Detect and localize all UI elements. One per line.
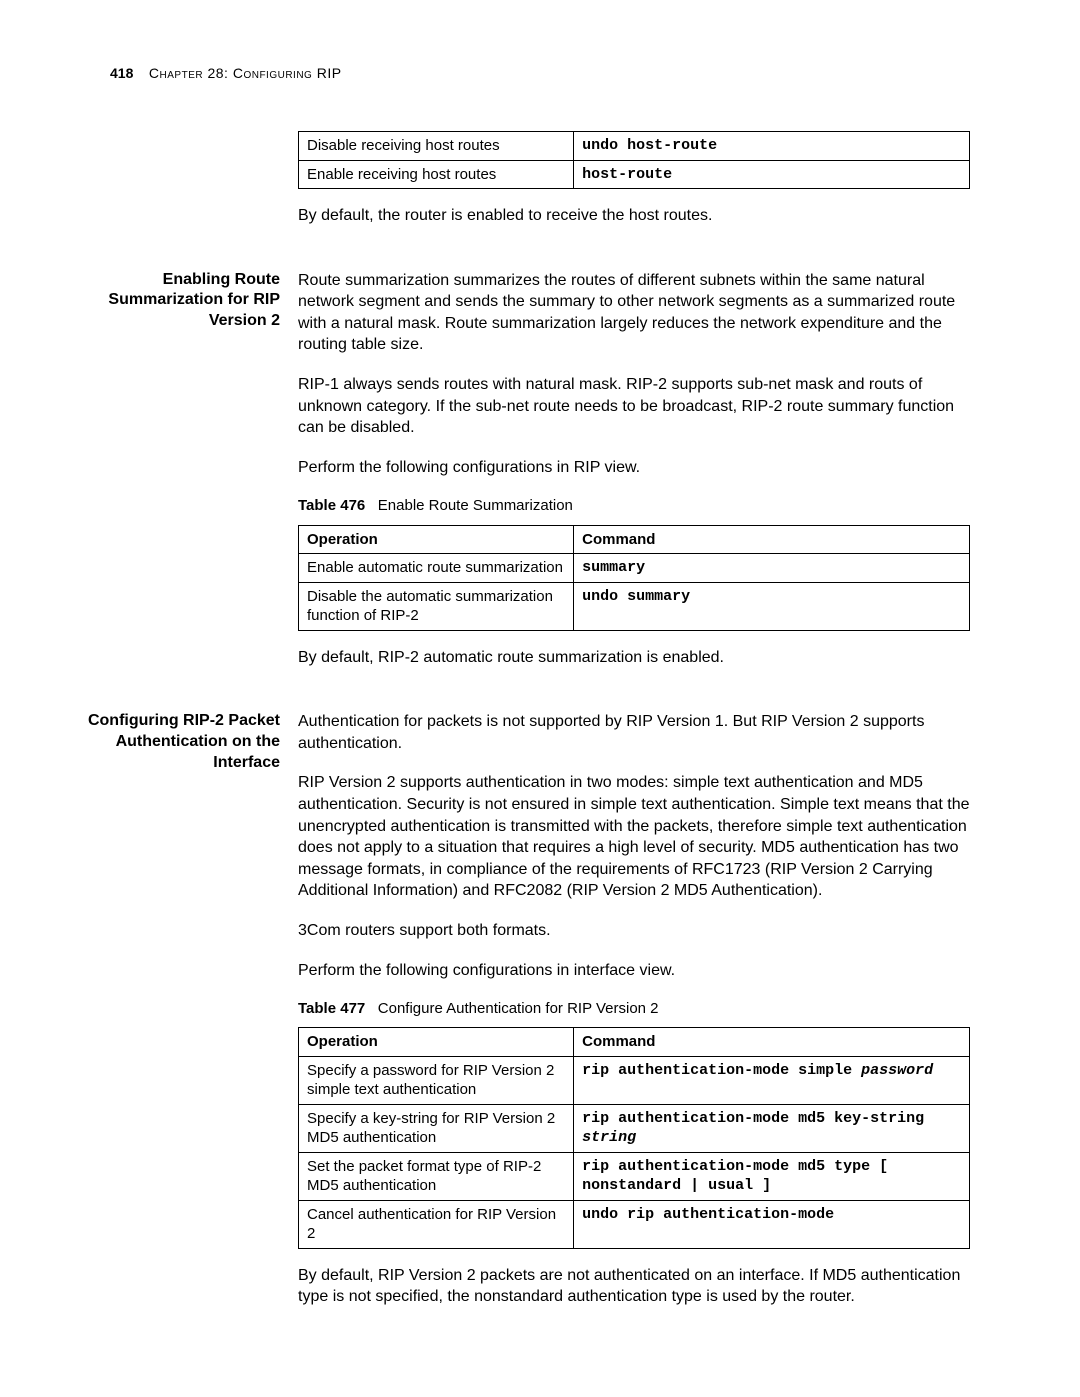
paragraph: Authentication for packets is not suppor… bbox=[298, 711, 970, 754]
table-cell: rip authentication-mode md5 type [ nonst… bbox=[574, 1152, 970, 1200]
table-number: Table 476 bbox=[298, 497, 365, 514]
paragraph: 3Com routers support both formats. bbox=[298, 920, 970, 942]
paragraph: Perform the following configurations in … bbox=[298, 960, 970, 982]
table-cell: undo summary bbox=[574, 582, 970, 630]
table-cell: Enable receiving host routes bbox=[299, 160, 574, 189]
table-title: Configure Authentication for RIP Version… bbox=[378, 1000, 659, 1017]
table-caption: Table 476 Enable Route Summarization bbox=[298, 496, 970, 516]
table-title: Enable Route Summarization bbox=[378, 497, 573, 514]
paragraph: RIP Version 2 supports authentication in… bbox=[298, 772, 970, 902]
table-cell: rip authentication-mode simple password bbox=[574, 1056, 970, 1104]
table-cell: Cancel authentication for RIP Version 2 bbox=[299, 1200, 574, 1248]
page-number: 418 bbox=[110, 65, 133, 81]
host-route-table: Disable receiving host routes undo host-… bbox=[298, 131, 970, 189]
table-cell: Enable automatic route summarization bbox=[299, 554, 574, 583]
table-cell: Disable receiving host routes bbox=[299, 132, 574, 161]
table-cell: Set the packet format type of RIP-2 MD5 … bbox=[299, 1152, 574, 1200]
table-header: Command bbox=[574, 1028, 970, 1057]
table-number: Table 477 bbox=[298, 1000, 365, 1017]
table-cell: Specify a password for RIP Version 2 sim… bbox=[299, 1056, 574, 1104]
table-cell: Specify a key-string for RIP Version 2 M… bbox=[299, 1104, 574, 1152]
summarization-table: Operation Command Enable automatic route… bbox=[298, 525, 970, 631]
chapter-title: Chapter 28: Configuring RIP bbox=[149, 65, 342, 81]
table-cell: summary bbox=[574, 554, 970, 583]
paragraph: By default, the router is enabled to rec… bbox=[298, 205, 970, 227]
paragraph: Route summarization summarizes the route… bbox=[298, 270, 970, 356]
paragraph: Perform the following configurations in … bbox=[298, 457, 970, 479]
table-cell: rip authentication-mode md5 key-string s… bbox=[574, 1104, 970, 1152]
paragraph: By default, RIP Version 2 packets are no… bbox=[298, 1265, 970, 1308]
table-header: Operation bbox=[299, 525, 574, 554]
table-cell: Disable the automatic summarization func… bbox=[299, 582, 574, 630]
auth-table: Operation Command Specify a password for… bbox=[298, 1027, 970, 1249]
table-header: Command bbox=[574, 525, 970, 554]
table-cell: host-route bbox=[574, 160, 970, 189]
paragraph: By default, RIP-2 automatic route summar… bbox=[298, 647, 970, 669]
table-cell: undo host-route bbox=[574, 132, 970, 161]
section-heading-summarization: Enabling Route Summarization for RIP Ver… bbox=[70, 270, 298, 332]
table-header: Operation bbox=[299, 1028, 574, 1057]
paragraph: RIP-1 always sends routes with natural m… bbox=[298, 374, 970, 439]
page: 418 Chapter 28: Configuring RIP Disable … bbox=[0, 0, 1080, 1397]
table-caption: Table 477 Configure Authentication for R… bbox=[298, 999, 970, 1019]
table-cell: undo rip authentication-mode bbox=[574, 1200, 970, 1248]
section-heading-auth: Configuring RIP-2 Packet Authentication … bbox=[70, 711, 298, 773]
page-header: 418 Chapter 28: Configuring RIP bbox=[110, 65, 970, 81]
